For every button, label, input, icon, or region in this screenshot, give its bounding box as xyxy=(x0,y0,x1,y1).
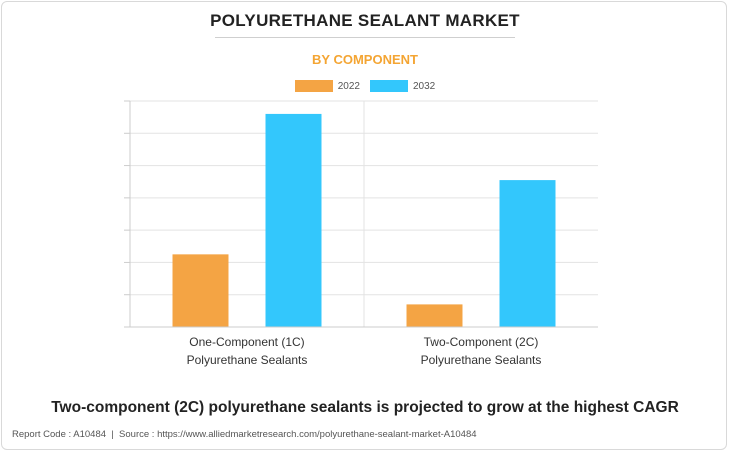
bar-2032-cat-1[interactable] xyxy=(265,113,322,328)
source-link[interactable]: Source : https://www.alliedmarketresearc… xyxy=(119,429,477,440)
chart-subtitle: BY COMPONENT xyxy=(312,52,418,67)
footer: Report Code : A10484 | Source : https://… xyxy=(12,429,477,440)
bar-2022-cat-2[interactable] xyxy=(406,304,463,327)
bar-2022-cat-1[interactable] xyxy=(172,254,229,327)
report-code: Report Code : A10484 xyxy=(12,429,107,440)
footer-separator: | xyxy=(111,429,114,440)
legend-label-2032: 2032 xyxy=(413,80,436,92)
category-label-2c-line1: Two-Component (2C) xyxy=(423,335,539,349)
legend-swatch-2032 xyxy=(370,80,408,92)
legend-swatch-2022 xyxy=(294,80,333,92)
legend: 2022 2032 xyxy=(0,80,730,92)
legend-item-2022[interactable]: 2022 xyxy=(294,80,360,92)
axes xyxy=(124,100,598,328)
bars xyxy=(172,113,556,328)
chart-title: POLYURETHANE SEALANT MARKET xyxy=(210,11,520,30)
legend-item-2032[interactable]: 2032 xyxy=(370,80,435,92)
category-label-1c-line2: Polyurethane Sealants xyxy=(186,353,308,367)
legend-label-2022: 2022 xyxy=(337,80,360,92)
title-divider xyxy=(215,37,515,38)
bar-2032-cat-2[interactable] xyxy=(499,180,556,327)
category-label-1c: One-Component (1C) Polyurethane Sealants xyxy=(147,333,347,369)
category-label-2c: Two-Component (2C) Polyurethane Sealants xyxy=(381,333,581,369)
category-label-1c-line1: One-Component (1C) xyxy=(189,335,305,349)
category-label-2c-line2: Polyurethane Sealants xyxy=(420,353,542,367)
headline: Two-component (2C) polyurethane sealants… xyxy=(51,399,679,416)
